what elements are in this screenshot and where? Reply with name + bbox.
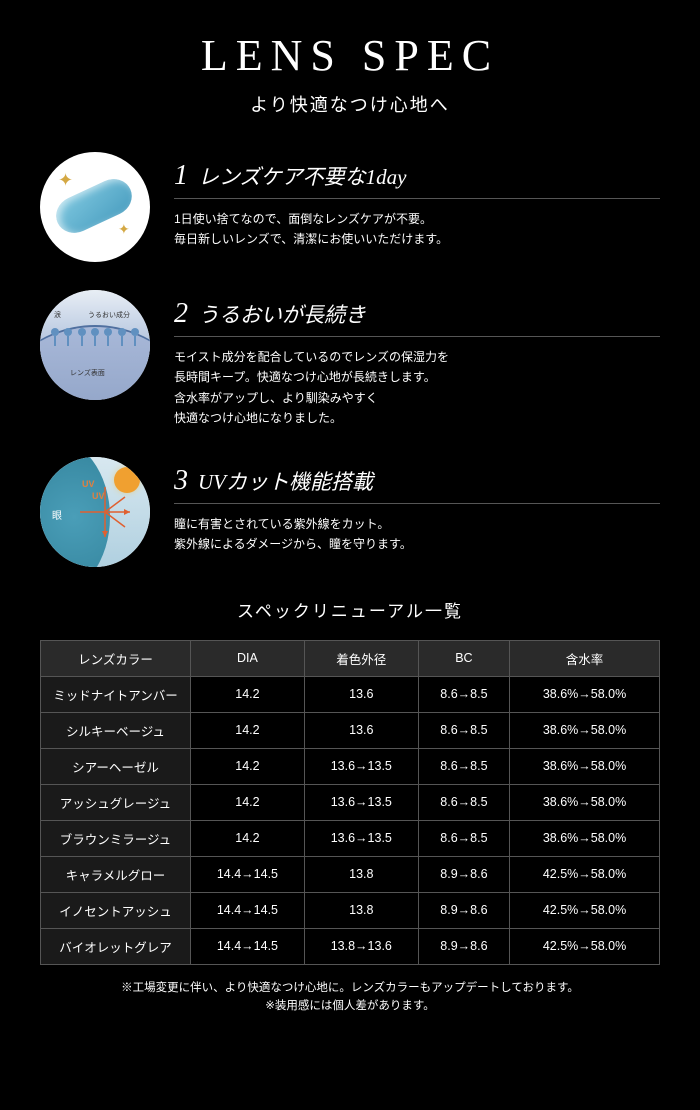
table-cell: 8.9→8.6 (418, 928, 509, 964)
table-cell: 13.6 (304, 712, 418, 748)
table-cell: イノセントアッシュ (41, 892, 191, 928)
icon2-label-tear: 涙 (54, 310, 61, 320)
table-header-row: レンズカラー DIA 着色外径 BC 含水率 (41, 640, 660, 676)
table-row: イノセントアッシュ14.4→14.513.88.9→8.642.5%→58.0% (41, 892, 660, 928)
table-cell: 8.6→8.5 (418, 784, 509, 820)
table-row: アッシュグレージュ14.213.6→13.58.6→8.538.6%→58.0% (41, 784, 660, 820)
feature-2-heading: うるおいが長続き (198, 303, 366, 327)
table-cell: 38.6%→58.0% (510, 676, 660, 712)
table-cell: 14.2 (191, 676, 305, 712)
feature-3: 眼 UV UV 3 UVカット機能搭載 瞳に有害とされている紫外線をカット。 紫外… (40, 457, 660, 567)
table-cell: 14.2 (191, 820, 305, 856)
table-cell: 14.4→14.5 (191, 928, 305, 964)
table-cell: 8.9→8.6 (418, 892, 509, 928)
table-cell: 13.6→13.5 (304, 748, 418, 784)
feature-2-body: 2 うるおいが長続き モイスト成分を配合しているのでレンズの保湿力を 長時間キープ… (174, 290, 660, 429)
table-cell: 8.6→8.5 (418, 676, 509, 712)
table-cell: 14.2 (191, 784, 305, 820)
table-cell: シアーヘーゼル (41, 748, 191, 784)
feature-1-num: 1 (174, 160, 188, 191)
feature-2-num: 2 (174, 298, 188, 329)
table-cell: バイオレットグレア (41, 928, 191, 964)
feature-2: 涙 うるおい成分 レンズ表面 2 うるおいが長続き モイスト成分を配合しているので… (40, 290, 660, 429)
col-bc: BC (418, 640, 509, 676)
table-cell: 13.8 (304, 856, 418, 892)
table-cell: アッシュグレージュ (41, 784, 191, 820)
table-cell: 42.5%→58.0% (510, 892, 660, 928)
table-title: スペックリニューアル一覧 (40, 597, 660, 622)
page-subtitle: より快適なつけ心地へ (40, 91, 660, 117)
feature-3-num: 3 (174, 465, 188, 496)
uv-arrows-icon (80, 487, 130, 537)
table-cell: 13.8→13.6 (304, 928, 418, 964)
feature-3-body: 3 UVカット機能搭載 瞳に有害とされている紫外線をカット。 紫外線によるダメージ… (174, 457, 660, 555)
table-cell: 14.4→14.5 (191, 856, 305, 892)
table-cell: 38.6%→58.0% (510, 784, 660, 820)
col-lens-color: レンズカラー (41, 640, 191, 676)
spec-table: レンズカラー DIA 着色外径 BC 含水率 ミッドナイトアンバー14.213.… (40, 640, 660, 965)
table-cell: 42.5%→58.0% (510, 856, 660, 892)
table-cell: 14.2 (191, 712, 305, 748)
feature-1-title: 1 レンズケア不要な1day (174, 160, 660, 199)
table-cell: 14.4→14.5 (191, 892, 305, 928)
feature-2-title: 2 うるおいが長続き (174, 298, 660, 337)
icon2-label-surface: レンズ表面 (70, 368, 105, 378)
table-cell: 38.6%→58.0% (510, 712, 660, 748)
footnote: ※工場変更に伴い、より快適なつけ心地に。レンズカラーもアップデートしております。… (40, 979, 660, 1016)
feature-1-desc: 1日使い捨てなので、面倒なレンズケアが不要。 毎日新しいレンズで、清潔にお使いい… (174, 209, 660, 250)
page-title: LENS SPEC (40, 30, 660, 81)
table-cell: 8.9→8.6 (418, 856, 509, 892)
moisture-icon: 涙 うるおい成分 レンズ表面 (40, 290, 150, 400)
table-cell: 13.6 (304, 676, 418, 712)
table-cell: ブラウンミラージュ (41, 820, 191, 856)
table-cell: 14.2 (191, 748, 305, 784)
table-cell: ミッドナイトアンバー (41, 676, 191, 712)
table-row: シアーヘーゼル14.213.6→13.58.6→8.538.6%→58.0% (41, 748, 660, 784)
table-row: ミッドナイトアンバー14.213.68.6→8.538.6%→58.0% (41, 676, 660, 712)
feature-2-desc: モイスト成分を配合しているのでレンズの保湿力を 長時間キープ。快適なつけ心地が長… (174, 347, 660, 429)
table-cell: 42.5%→58.0% (510, 928, 660, 964)
lens-icon: ✦ ✦ (40, 152, 150, 262)
table-row: バイオレットグレア14.4→14.513.8→13.68.9→8.642.5%→… (41, 928, 660, 964)
feature-1-heading: レンズケア不要な1day (198, 165, 406, 189)
uv-icon: 眼 UV UV (40, 457, 150, 567)
table-row: ブラウンミラージュ14.213.6→13.58.6→8.538.6%→58.0% (41, 820, 660, 856)
table-row: シルキーベージュ14.213.68.6→8.538.6%→58.0% (41, 712, 660, 748)
table-row: キャラメルグロー14.4→14.513.88.9→8.642.5%→58.0% (41, 856, 660, 892)
table-cell: シルキーベージュ (41, 712, 191, 748)
feature-3-heading: UVカット機能搭載 (198, 470, 373, 494)
table-cell: 13.8 (304, 892, 418, 928)
table-body: ミッドナイトアンバー14.213.68.6→8.538.6%→58.0%シルキー… (41, 676, 660, 964)
col-tint-dia: 着色外径 (304, 640, 418, 676)
table-cell: 8.6→8.5 (418, 712, 509, 748)
page-container: LENS SPEC より快適なつけ心地へ ✦ ✦ 1 レンズケア不要な1day 1… (0, 0, 700, 1035)
table-cell: 8.6→8.5 (418, 748, 509, 784)
table-cell: 38.6%→58.0% (510, 748, 660, 784)
feature-1: ✦ ✦ 1 レンズケア不要な1day 1日使い捨てなので、面倒なレンズケアが不要。… (40, 152, 660, 262)
feature-3-desc: 瞳に有害とされている紫外線をカット。 紫外線によるダメージから、瞳を守ります。 (174, 514, 660, 555)
icon3-eye-label: 眼 (52, 507, 62, 522)
features-list: ✦ ✦ 1 レンズケア不要な1day 1日使い捨てなので、面倒なレンズケアが不要。… (40, 152, 660, 567)
table-cell: 13.6→13.5 (304, 820, 418, 856)
feature-3-title: 3 UVカット機能搭載 (174, 465, 660, 504)
feature-1-body: 1 レンズケア不要な1day 1日使い捨てなので、面倒なレンズケアが不要。 毎日新… (174, 152, 660, 250)
table-cell: 38.6%→58.0% (510, 820, 660, 856)
col-dia: DIA (191, 640, 305, 676)
table-cell: 13.6→13.5 (304, 784, 418, 820)
col-water: 含水率 (510, 640, 660, 676)
table-cell: キャラメルグロー (41, 856, 191, 892)
icon2-label-moist: うるおい成分 (88, 310, 130, 320)
table-cell: 8.6→8.5 (418, 820, 509, 856)
